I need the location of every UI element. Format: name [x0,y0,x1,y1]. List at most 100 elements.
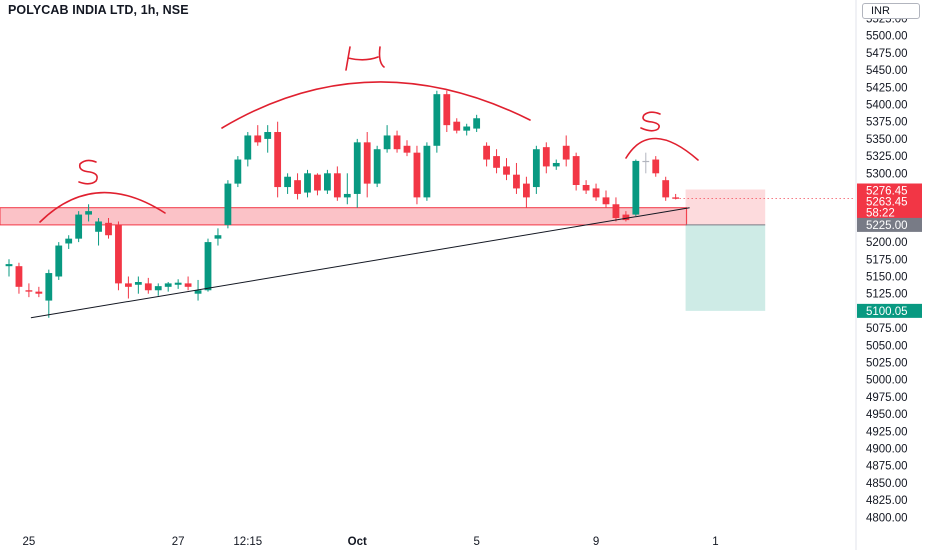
candle [353,138,361,208]
candle-body [134,282,142,285]
price-tick-label: 5025.00 [866,358,908,370]
stop-current-badge-text: 5263.45 [866,197,908,209]
candle [473,114,481,133]
candle [95,218,102,246]
price-tick-label: 5125.00 [866,289,908,301]
candle [493,149,500,174]
candle [244,132,252,167]
candle [214,228,222,246]
candle [582,180,590,194]
drawings-layer [30,46,855,319]
candle-body [662,180,670,198]
candle-body [294,180,301,194]
price-tick-label: 5175.00 [866,254,908,266]
candle [224,180,232,229]
candle-body [592,188,600,198]
candle-body [324,173,331,191]
candle-body [343,193,351,198]
time-tick-label: 25 [23,536,36,548]
candle [463,123,471,136]
candle-body [632,160,640,215]
candle [662,176,670,201]
candle-body [284,176,291,188]
candle-body [244,135,252,160]
price-tick-label: 4850.00 [866,478,908,490]
price-tick-label: 5375.00 [866,117,908,129]
candle [35,286,43,298]
time-tick-label: 12:15 [233,536,262,548]
price-tick-label: 4900.00 [866,444,908,456]
trendline [30,207,690,319]
price-tick-label: 5075.00 [866,323,908,335]
candle-body [493,156,500,168]
candle [125,276,132,299]
candle [264,125,272,153]
candle-body [333,173,341,198]
time-axis: 25 27 12:15 Oct 5 9 1 [23,536,719,548]
candle [65,235,73,249]
candle-body [602,197,610,205]
candle-body [363,142,371,184]
candle-body [523,183,530,198]
stop-current-badge-text: 58:22 [866,208,895,220]
target-badge-bg [857,303,922,318]
candle-body [274,132,282,188]
letter-h [345,46,385,71]
candle [363,132,371,198]
candle-body [15,266,23,287]
candle-body [622,214,630,221]
entry-badge-bg [857,217,922,232]
candle [612,197,620,222]
candle-body [55,245,63,277]
candle-body [652,159,660,174]
candle [483,142,490,167]
candle-body [204,242,212,291]
candle-body [65,238,73,244]
candle [15,262,23,294]
candle [254,125,262,146]
candle-body [383,135,391,150]
price-tick-label: 5450.00 [866,65,908,77]
candle-body [164,283,172,287]
target-badge-text: 5100.05 [866,306,908,318]
candle [542,142,550,174]
candle [55,242,63,280]
candle [304,169,311,198]
candle-body [552,162,560,167]
price-tick-label: 4950.00 [866,409,908,421]
candle [393,130,401,153]
candle [373,145,381,188]
price-tick-label: 5150.00 [866,272,908,284]
candle-body [35,291,43,294]
price-tick-label: 5300.00 [866,168,908,180]
candle [274,121,282,198]
entry-badge-text: 5225.00 [866,220,908,232]
candle-body [85,211,92,215]
candle [592,183,600,201]
letter-s-right [640,111,661,132]
target-badge: 5100.05 [857,303,922,318]
candle [284,173,291,194]
right-shoulder-arc [625,137,699,161]
currency-button[interactable]: INR [862,3,920,19]
candle-body [463,126,471,131]
price-tick-label: 5350.00 [866,134,908,146]
candle [552,159,560,170]
candle [343,173,351,205]
candle-body [542,147,550,167]
letter-s-left [78,159,98,185]
candle [562,135,570,167]
price-tick-label: 4925.00 [866,426,908,438]
candle-body [264,132,272,139]
position-stop-zone [685,189,766,225]
candle [234,156,242,188]
candle-body [125,283,132,287]
candle [453,118,461,134]
candle [642,152,650,174]
stop-current-badge-text: 5276.45 [866,186,908,198]
position-target-zone [685,224,766,311]
candle [45,269,53,318]
entry-badge: 5225.00 [857,217,922,232]
price-tick-label: 5000.00 [866,375,908,387]
